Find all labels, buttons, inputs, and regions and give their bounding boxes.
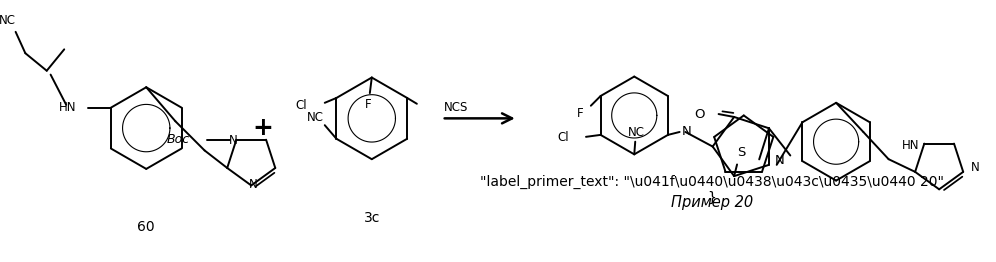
Text: N: N xyxy=(971,161,980,174)
Text: Cl: Cl xyxy=(558,131,570,144)
Text: NC: NC xyxy=(0,14,16,27)
Text: N: N xyxy=(229,134,238,147)
Text: Boc: Boc xyxy=(166,133,189,146)
Text: Cl: Cl xyxy=(296,99,307,112)
Text: NC: NC xyxy=(307,111,324,124)
Text: O: O xyxy=(694,108,705,121)
Text: HN: HN xyxy=(59,101,76,114)
Text: F: F xyxy=(365,98,372,111)
Text: Пример 20: Пример 20 xyxy=(671,195,753,210)
Text: F: F xyxy=(577,107,583,120)
Text: S: S xyxy=(737,146,745,159)
Text: HN: HN xyxy=(902,139,919,152)
Text: N: N xyxy=(249,178,258,191)
Text: 60: 60 xyxy=(137,220,155,234)
Text: NCS: NCS xyxy=(444,101,468,114)
Text: N: N xyxy=(775,155,785,167)
Text: N: N xyxy=(681,125,691,139)
Text: NC: NC xyxy=(627,127,644,139)
Text: 3c: 3c xyxy=(364,211,379,225)
Text: "label_primer_text": "\u041f\u0440\u0438\u043c\u0435\u0440 20"
}: "label_primer_text": "\u041f\u0440\u0438… xyxy=(480,175,944,221)
Text: +: + xyxy=(252,116,273,140)
